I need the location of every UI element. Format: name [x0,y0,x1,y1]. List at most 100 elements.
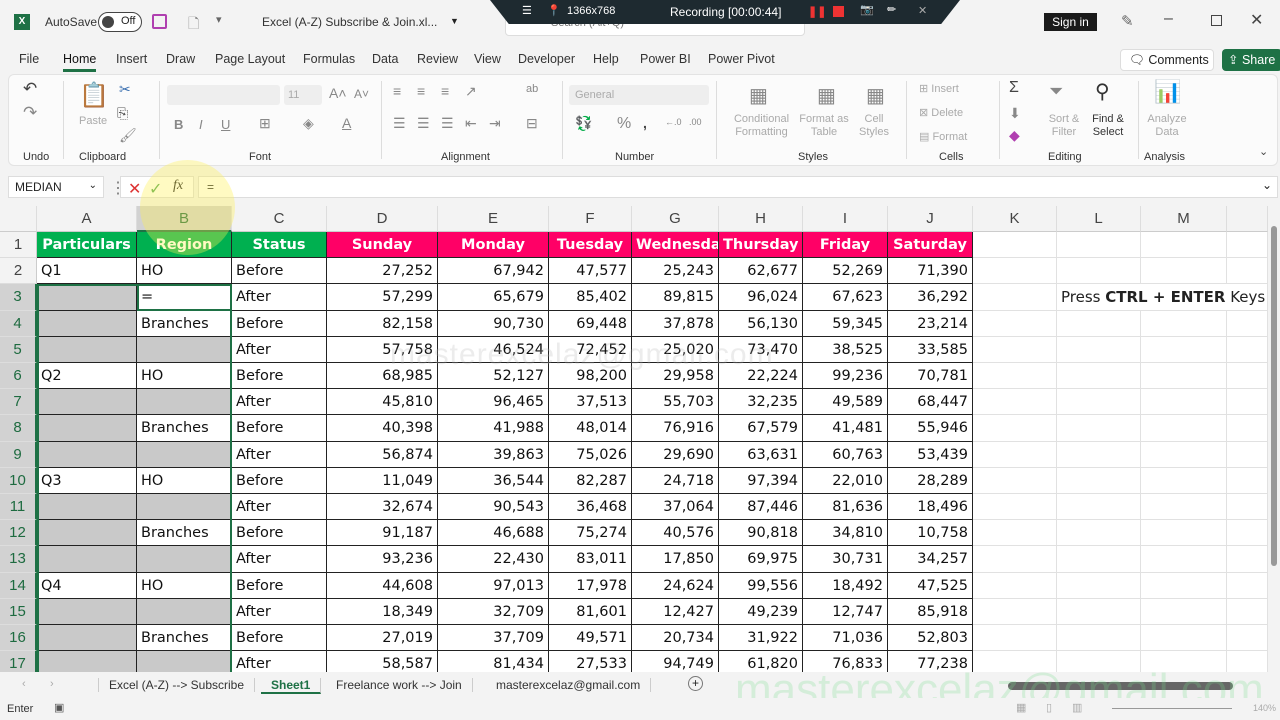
empty-cell[interactable] [973,232,1057,259]
row-header-3[interactable]: 3 [0,284,37,311]
percent-icon[interactable]: % [617,115,632,132]
cell-value[interactable]: 18,496 [888,494,973,521]
empty-cell[interactable] [973,494,1057,521]
empty-cell[interactable] [1057,336,1141,363]
paste-icon[interactable]: 📋 [79,82,109,109]
cell-value[interactable]: 90,818 [719,520,803,547]
fill-color-icon[interactable]: ◈ [303,115,314,131]
next-sheet-icon[interactable]: › [50,678,54,690]
undo-icon[interactable]: ↶ [23,79,38,98]
tab-view[interactable]: View [474,52,501,66]
print-preview-icon[interactable]: 🗋 [188,15,200,31]
empty-cell[interactable] [1227,520,1268,547]
cell-value[interactable]: 62,677 [719,258,803,285]
restore-icon[interactable] [1211,15,1222,26]
empty-cell[interactable] [1057,415,1141,442]
cell-value[interactable]: 25,020 [632,336,719,363]
cell-value[interactable]: 11,049 [327,467,438,494]
row-header-17[interactable]: 17 [0,651,37,672]
cell-value[interactable]: 96,465 [438,389,549,416]
expand-formula-bar-icon[interactable]: ⌄ [1262,178,1273,192]
empty-cell[interactable] [973,625,1057,652]
stop-icon[interactable] [833,6,844,17]
cell-particulars[interactable] [37,651,137,672]
cell-value[interactable]: 55,946 [888,415,973,442]
autosave-toggle[interactable]: Off [98,12,142,32]
sheet-tab-email[interactable]: masterexcelaz@gmail.com [486,678,652,692]
cell-particulars[interactable]: Q2 [37,363,137,390]
cell-value[interactable]: 61,820 [719,651,803,672]
cell-particulars[interactable]: Q1 [37,258,137,285]
cell-value[interactable]: 41,988 [438,415,549,442]
cell-value[interactable]: 65,679 [438,284,549,311]
cell-value[interactable]: 31,922 [719,625,803,652]
cancel-icon[interactable]: ✕ [128,181,142,198]
cell-value[interactable]: 20,734 [632,625,719,652]
close-icon[interactable]: ✕ [1250,12,1264,29]
cell-region[interactable] [137,336,232,363]
cell-value[interactable]: 69,448 [549,310,632,337]
font-color-icon[interactable]: A [342,115,352,131]
page-layout-view-icon[interactable]: ▯ [1046,702,1053,714]
empty-cell[interactable] [973,598,1057,625]
cell-value[interactable]: 70,781 [888,363,973,390]
font-size-dropdown[interactable]: 11 [284,85,322,105]
cell-value[interactable]: 82,287 [549,467,632,494]
empty-cell[interactable] [1227,494,1268,521]
empty-cell[interactable] [1141,389,1227,416]
cell-value[interactable]: 30,731 [803,546,888,573]
header-cell-sunday[interactable]: Sunday [327,232,438,259]
empty-cell[interactable] [1227,363,1268,390]
increase-decimal-icon[interactable]: ←.0 [665,117,682,127]
cell-region[interactable]: Branches [137,520,232,547]
tab-page-layout[interactable]: Page Layout [215,52,286,66]
comments-button[interactable]: 🗨 Comments [1120,49,1214,71]
column-header-h[interactable]: H [719,206,803,232]
cell-value[interactable]: 90,543 [438,494,549,521]
cell-value[interactable]: 34,810 [803,520,888,547]
cell-value[interactable]: 10,758 [888,520,973,547]
comma-style-icon[interactable]: , [643,115,647,131]
cell-value[interactable]: 32,709 [438,598,549,625]
cell-value[interactable]: 94,749 [632,651,719,672]
worksheet-grid[interactable]: ABCDEFGHIJKLM123456789101112131415161718… [0,206,1268,672]
cell-value[interactable]: 37,709 [438,625,549,652]
cell-value[interactable]: 24,624 [632,572,719,599]
conditional-formatting-button[interactable]: Conditional Formatting [733,113,790,138]
column-header-k[interactable]: K [973,206,1057,232]
cell-value[interactable]: 99,236 [803,363,888,390]
font-name-dropdown[interactable] [167,85,280,105]
cell-status[interactable]: Before [232,520,327,547]
cell-value[interactable]: 89,815 [632,284,719,311]
cell-value[interactable]: 34,257 [888,546,973,573]
empty-cell[interactable] [1141,363,1227,390]
cell-value[interactable]: 52,269 [803,258,888,285]
empty-cell[interactable] [973,336,1057,363]
copy-icon[interactable]: ⎘ [117,105,129,121]
empty-cell[interactable] [1227,572,1268,599]
cell-value[interactable]: 36,292 [888,284,973,311]
empty-cell[interactable] [1141,651,1227,672]
close-recorder-icon[interactable]: ✕ [918,5,928,17]
row-header-10[interactable]: 10 [0,467,37,494]
header-cell-friday[interactable]: Friday [803,232,888,259]
cell-value[interactable]: 33,585 [888,336,973,363]
empty-cell[interactable] [1227,389,1268,416]
cell-value[interactable]: 68,985 [327,363,438,390]
cell-region[interactable]: Branches [137,310,232,337]
vertical-scroll-thumb[interactable] [1271,226,1277,566]
cut-icon[interactable]: ✂ [119,81,131,97]
tab-file[interactable]: File [19,52,40,66]
empty-cell[interactable] [1227,232,1268,259]
empty-cell[interactable] [973,520,1057,547]
cell-value[interactable]: 37,064 [632,494,719,521]
header-cell-status[interactable]: Status [232,232,327,259]
bottom-align-icon[interactable]: ≡ [441,83,450,99]
cell-value[interactable]: 17,850 [632,546,719,573]
fill-icon[interactable]: ⬇ [1009,105,1021,121]
cell-value[interactable]: 40,576 [632,520,719,547]
cell-value[interactable]: 49,589 [803,389,888,416]
cell-particulars[interactable] [37,310,137,337]
cell-region[interactable]: HO [137,258,232,285]
empty-cell[interactable] [1141,546,1227,573]
